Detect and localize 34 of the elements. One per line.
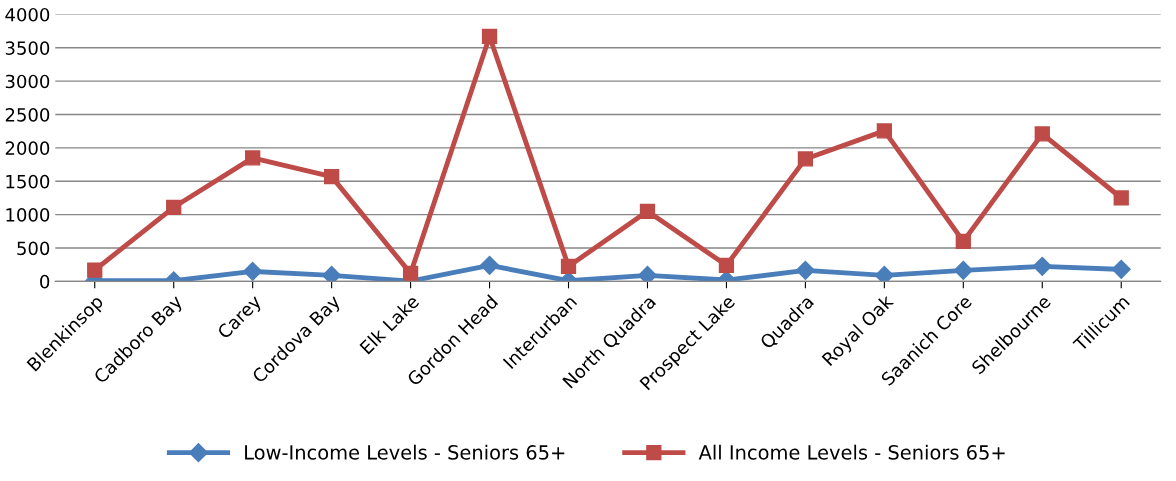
point	[718, 257, 735, 274]
y-tick-label: 3500	[5, 41, 50, 55]
point	[876, 123, 892, 139]
point	[322, 265, 342, 282]
point	[1032, 256, 1052, 276]
y-tick-label: 1500	[6, 174, 50, 189]
y-tick-label: 3000	[5, 74, 50, 89]
point	[1113, 190, 1129, 206]
y-tick-label: 2000	[5, 141, 50, 156]
y-tick-label: 2500	[5, 108, 50, 122]
point	[323, 168, 340, 185]
point	[639, 203, 656, 219]
point	[245, 150, 261, 166]
point	[955, 233, 971, 249]
point	[795, 260, 815, 280]
point	[402, 265, 419, 282]
point	[1034, 126, 1050, 142]
point	[560, 258, 577, 275]
point	[87, 262, 103, 278]
point	[243, 261, 263, 281]
point	[481, 28, 498, 45]
point	[166, 199, 182, 215]
y-tick-label: 0	[40, 274, 50, 289]
point	[874, 265, 894, 282]
y-tick-label: 1000	[6, 208, 50, 222]
point	[637, 265, 658, 282]
point	[480, 255, 500, 275]
y-tick-label: 500	[17, 241, 50, 256]
point	[1111, 259, 1131, 279]
point	[797, 151, 814, 167]
legend-label: All Income Levels - Seniors 65+	[698, 444, 1005, 460]
legend-label: Low-Income Levels - Seniors 65+	[245, 444, 565, 460]
y-tick-label: 4000	[5, 7, 50, 22]
point	[953, 260, 973, 280]
